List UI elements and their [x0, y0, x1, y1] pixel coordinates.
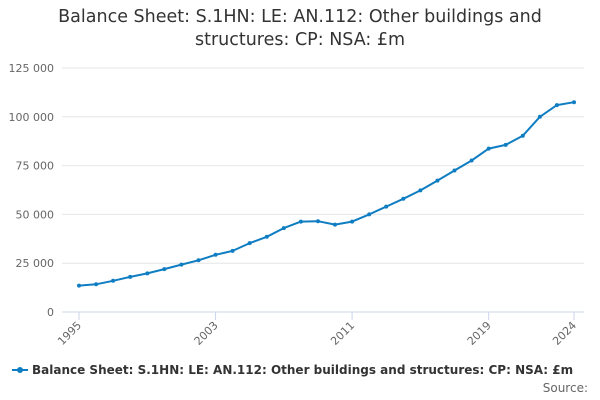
data-point[interactable]: [77, 283, 81, 288]
data-point[interactable]: [469, 158, 474, 163]
data-point[interactable]: [537, 114, 542, 119]
x-tick-label: 2003: [192, 319, 221, 348]
chart-title-line-2: structures: CP: NSA: £m: [194, 30, 406, 50]
data-point[interactable]: [247, 241, 252, 246]
series-group: [77, 100, 576, 288]
y-tick-label: 0: [47, 306, 54, 319]
series-line: [78, 101, 575, 287]
data-point[interactable]: [230, 248, 235, 253]
x-tick-label: 2024: [550, 319, 579, 348]
y-tick-label: 75 000: [16, 160, 55, 173]
data-point[interactable]: [333, 222, 337, 227]
data-point[interactable]: [111, 278, 116, 283]
data-point[interactable]: [281, 226, 286, 231]
legend-label: Balance Sheet: S.1HN: LE: AN.112: Other …: [32, 363, 574, 377]
data-point[interactable]: [94, 282, 99, 287]
y-axis-tick-labels: 0 25 000 50 000 75 000 100 000 125 000: [9, 62, 55, 319]
chart-title-line-1: Balance Sheet: S.1HN: LE: AN.112: Other …: [58, 7, 542, 27]
y-tick-label: 50 000: [16, 208, 55, 221]
legend-swatch-icon: [12, 365, 28, 375]
data-point[interactable]: [520, 133, 525, 138]
data-point[interactable]: [196, 258, 201, 263]
data-point[interactable]: [572, 100, 576, 105]
data-point[interactable]: [554, 103, 559, 108]
data-point[interactable]: [486, 146, 491, 151]
data-point[interactable]: [128, 274, 133, 279]
x-tick-label: 2011: [328, 319, 357, 348]
x-axis: 1995 2003 2011 2019 2024: [55, 311, 584, 348]
data-point[interactable]: [350, 219, 355, 224]
y-tick-label: 125 000: [9, 62, 55, 75]
data-point[interactable]: [179, 262, 184, 267]
data-point[interactable]: [452, 168, 457, 173]
data-point[interactable]: [384, 204, 389, 209]
y-tick-label: 100 000: [9, 111, 55, 124]
data-point[interactable]: [316, 219, 320, 224]
data-point[interactable]: [162, 267, 167, 272]
data-point[interactable]: [213, 252, 218, 257]
data-point[interactable]: [401, 196, 406, 201]
grid-lines: [62, 67, 584, 264]
data-point[interactable]: [264, 234, 269, 239]
x-tick-label: 1995: [55, 319, 84, 348]
legend[interactable]: Balance Sheet: S.1HN: LE: AN.112: Other …: [12, 363, 573, 377]
data-point[interactable]: [298, 219, 303, 224]
data-point[interactable]: [418, 188, 423, 193]
data-point[interactable]: [503, 142, 508, 147]
data-point[interactable]: [145, 271, 150, 276]
data-point[interactable]: [367, 212, 372, 217]
chart-title: Balance Sheet: S.1HN: LE: AN.112: Other …: [0, 6, 600, 52]
data-point[interactable]: [435, 178, 440, 183]
y-tick-label: 25 000: [16, 257, 55, 270]
source-label: Source:: [542, 381, 588, 395]
x-tick-label: 2019: [465, 319, 494, 348]
